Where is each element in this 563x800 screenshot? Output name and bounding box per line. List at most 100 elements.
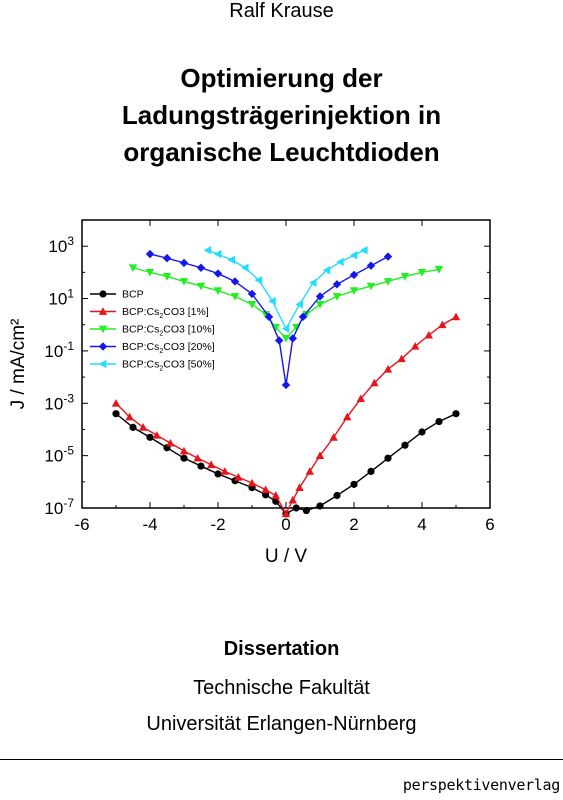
data-point <box>247 289 257 299</box>
data-point <box>213 269 223 278</box>
book-title: Optimierung der Ladungsträgerinjektion i… <box>0 60 563 171</box>
data-point <box>383 278 393 286</box>
legend-label: BCP:Cs2CO3 [10%] <box>122 324 215 338</box>
legend-label: BCP:Cs2CO3 [20%] <box>122 341 215 355</box>
data-point <box>332 293 342 301</box>
x-tick-label: 6 <box>485 515 494 534</box>
data-point <box>162 273 172 281</box>
data-point <box>180 454 188 462</box>
data-point <box>129 423 137 431</box>
data-point <box>139 423 148 431</box>
data-point <box>271 323 280 332</box>
data-point <box>261 485 270 494</box>
data-point <box>261 310 270 319</box>
data-point <box>315 300 325 309</box>
data-point <box>247 478 257 487</box>
data-point <box>179 446 189 455</box>
data-point <box>162 253 172 263</box>
data-point <box>295 300 303 309</box>
y-tick-label: 103 <box>48 234 74 256</box>
series-line-1 <box>115 316 457 516</box>
data-point <box>264 312 274 322</box>
data-point <box>329 433 338 441</box>
data-point <box>295 483 304 491</box>
data-point <box>112 410 120 418</box>
data-point <box>214 470 222 478</box>
data-point <box>179 278 189 286</box>
iv-chart: -6 -4 -2 0 2 4 6 10-7 10-5 10-3 10-1 101 103 U / V J /… <box>8 219 495 567</box>
data-point <box>230 293 240 301</box>
data-point <box>275 336 284 345</box>
data-point <box>145 249 155 259</box>
y-tick-label: 10-3 <box>44 391 74 413</box>
data-point <box>360 246 368 255</box>
legend-label: BCP <box>122 289 144 301</box>
university-label: Universität Erlangen-Nürnberg <box>146 713 417 735</box>
x-tick-label: 0 <box>281 515 290 534</box>
y-tick-label: 101 <box>48 287 74 309</box>
data-point <box>288 334 297 343</box>
author-name: Ralf Krause <box>229 0 334 22</box>
title-line-1: Optimierung der <box>180 63 383 93</box>
title-line-3: organische Leuchtdioden <box>123 137 440 167</box>
data-point <box>220 467 229 475</box>
data-point <box>350 480 358 488</box>
y-axis-label: J / mA/cm² <box>8 319 29 410</box>
divider <box>0 759 563 760</box>
x-tick-label: -6 <box>74 515 89 534</box>
data-point <box>451 312 461 321</box>
data-point <box>400 273 410 281</box>
data-point <box>349 287 359 295</box>
legend-marker <box>98 359 107 369</box>
x-axis-label: U / V <box>265 546 308 567</box>
data-point <box>196 282 206 291</box>
data-point <box>302 310 311 319</box>
degree-label: Dissertation <box>223 638 340 660</box>
data-point <box>418 428 426 436</box>
title-line-2: Ladungsträgerinjektion in <box>121 100 442 130</box>
y-tick-label: 10-1 <box>44 339 74 361</box>
data-point <box>384 454 392 462</box>
data-point <box>288 495 297 504</box>
x-tick-label: -2 <box>210 515 225 534</box>
data-point <box>292 504 300 512</box>
data-point <box>411 342 420 350</box>
data-point <box>227 255 235 265</box>
data-point <box>349 270 359 280</box>
data-point <box>309 278 317 287</box>
data-point <box>397 354 406 363</box>
data-point <box>336 257 344 267</box>
data-point <box>281 380 291 390</box>
data-point <box>383 252 393 261</box>
data-point <box>356 394 365 403</box>
publisher-logo: perspektivenverlag <box>402 776 560 794</box>
data-point <box>298 312 308 322</box>
data-point <box>234 473 243 481</box>
data-point <box>302 506 310 515</box>
data-point <box>166 438 175 447</box>
legend-marker <box>98 307 108 315</box>
data-point <box>207 460 216 469</box>
x-tick-label: -4 <box>142 515 157 534</box>
data-point <box>213 287 223 295</box>
data-point <box>322 266 331 275</box>
data-point <box>401 441 409 449</box>
data-point <box>424 330 433 339</box>
data-point <box>383 365 393 373</box>
data-point <box>315 451 325 459</box>
legend-label: BCP:Cs2CO3 [1%] <box>122 306 209 320</box>
legend-marker <box>98 342 108 351</box>
data-point <box>438 320 447 329</box>
data-point <box>152 431 161 439</box>
data-point <box>247 300 257 309</box>
y-tick-label: 10-5 <box>44 444 74 466</box>
data-point <box>196 263 206 272</box>
data-point <box>193 453 202 462</box>
data-point <box>281 324 290 333</box>
legend-marker <box>99 290 107 298</box>
data-point <box>366 261 376 270</box>
data-point <box>146 433 154 441</box>
data-point <box>271 491 280 499</box>
data-point <box>349 251 358 260</box>
data-point <box>435 417 443 426</box>
